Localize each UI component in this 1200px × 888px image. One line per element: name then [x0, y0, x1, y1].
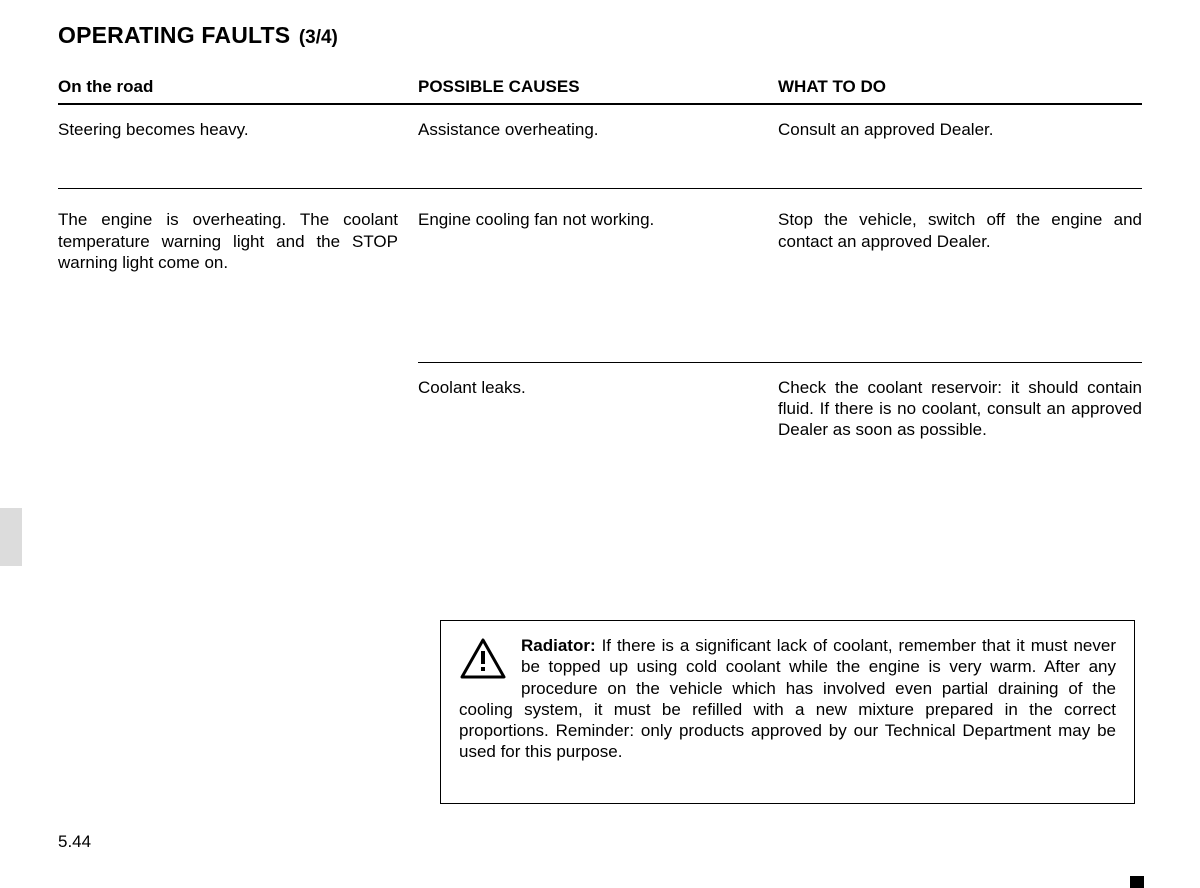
cause-action-group: Engine cooling fan not working. Stop the…: [418, 209, 1142, 440]
warning-content: Radiator: If there is a significant lack…: [459, 635, 1116, 763]
cause-cell: Assistance overheating.: [418, 119, 778, 140]
sub-row-coolant-leak: Coolant leaks. Check the coolant reservo…: [418, 362, 1142, 441]
radiator-warning-box: Radiator: If there is a significant lack…: [440, 620, 1135, 804]
page-title-counter: (3/4): [299, 27, 338, 48]
warning-triangle-icon: [459, 637, 507, 686]
action-cell: Stop the vehicle, switch off the engine …: [778, 209, 1142, 252]
page-number: 5.44: [58, 832, 91, 852]
fault-row-steering: Steering becomes heavy. Assistance overh…: [58, 119, 1142, 189]
fault-row-overheating: The engine is overheating. The coolant t…: [58, 209, 1142, 440]
header-possible-causes: POSSIBLE CAUSES: [418, 77, 778, 97]
page-title-row: OPERATING FAULTS (3/4): [58, 22, 1142, 49]
cause-cell: Coolant leaks.: [418, 377, 778, 441]
page-title: OPERATING FAULTS: [58, 22, 290, 48]
warning-label: Radiator:: [521, 636, 596, 655]
table-header-row: On the road POSSIBLE CAUSES WHAT TO DO: [58, 77, 1142, 105]
sub-row-fan: Engine cooling fan not working. Stop the…: [418, 209, 1142, 252]
side-tab: [0, 508, 22, 566]
faults-table: On the road POSSIBLE CAUSES WHAT TO DO S…: [58, 77, 1142, 441]
symptom-cell: The engine is overheating. The coolant t…: [58, 209, 418, 440]
header-what-to-do: WHAT TO DO: [778, 77, 1142, 97]
symptom-cell: Steering becomes heavy.: [58, 119, 418, 140]
action-cell: Check the coolant reservoir: it should c…: [778, 377, 1142, 441]
manual-page: OPERATING FAULTS (3/4) On the road POSSI…: [0, 0, 1200, 441]
header-on-the-road: On the road: [58, 77, 418, 97]
corner-mark: [1130, 876, 1144, 888]
cause-cell: Engine cooling fan not working.: [418, 209, 778, 252]
action-cell: Consult an approved Dealer.: [778, 119, 1142, 140]
